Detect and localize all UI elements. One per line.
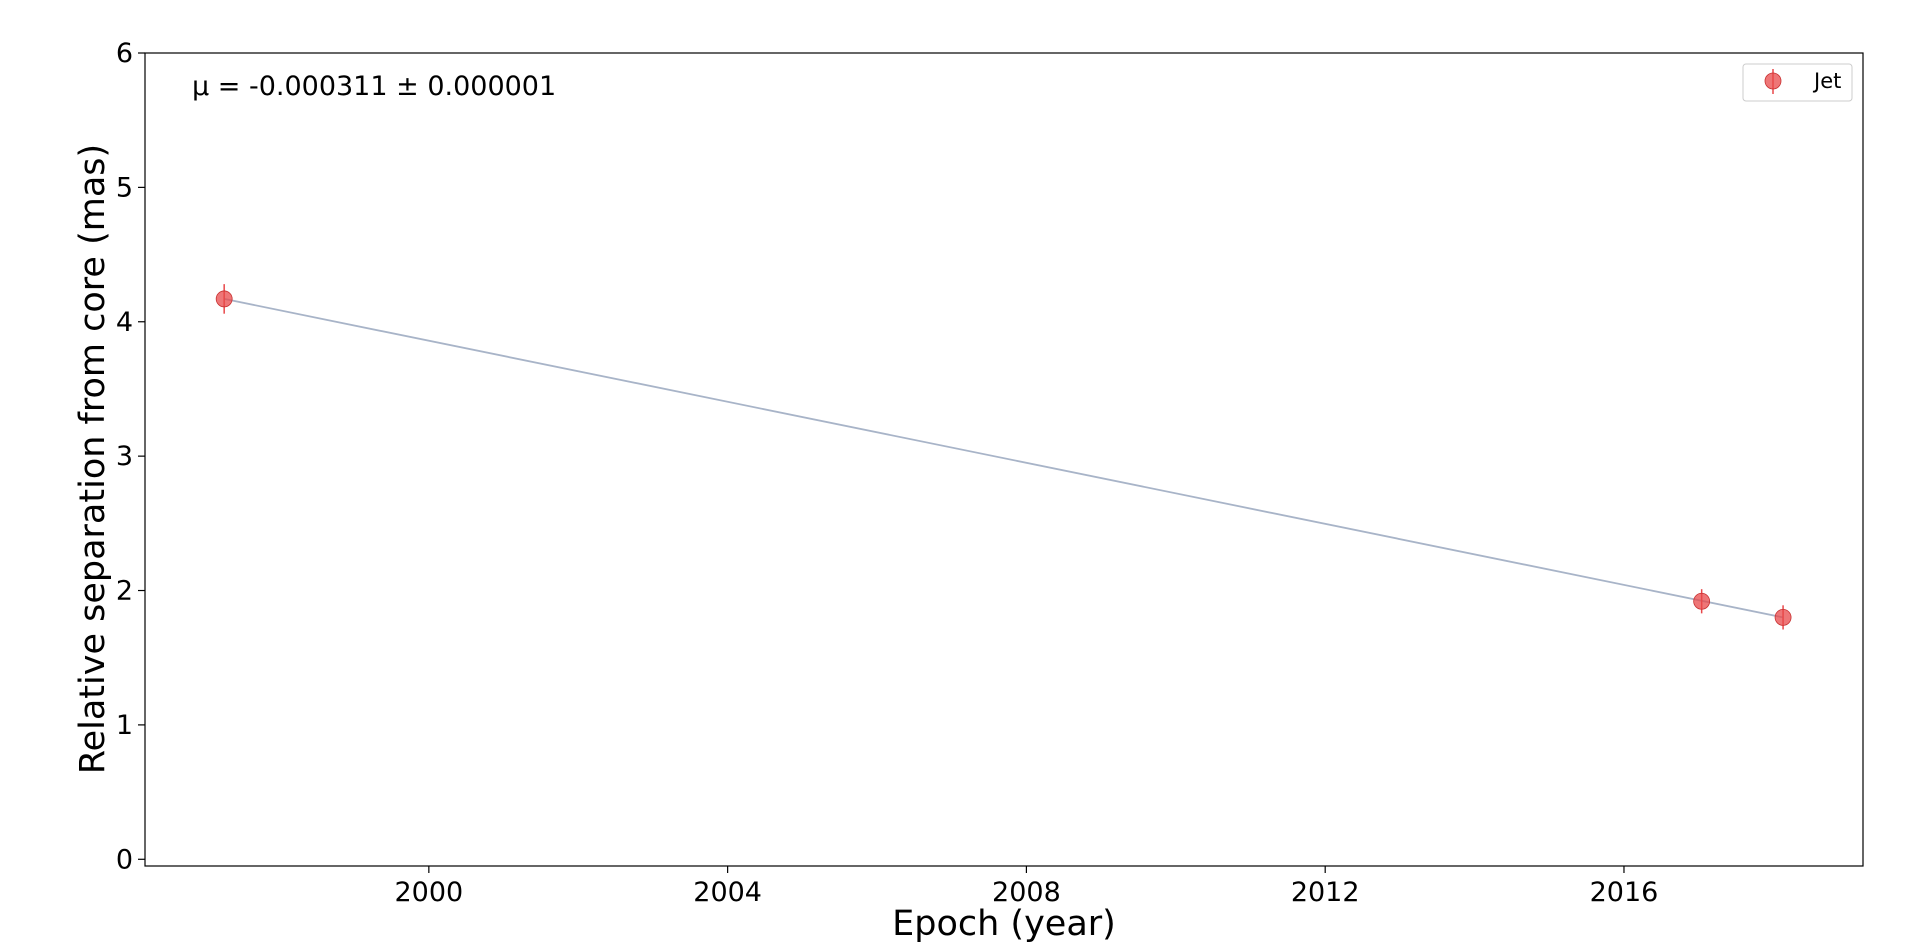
fit-line [223,298,1784,619]
x-axis-ticks: 2000 2004 2008 2012 2016 [394,866,1658,908]
x-tick-label: 2004 [693,877,762,908]
legend-marker [1764,72,1782,90]
y-tick-label: 2 [116,576,133,607]
y-tick-label: 0 [116,844,133,875]
x-tick-label: 2000 [394,877,463,908]
y-tick-label: 1 [116,710,133,741]
fit-line-layer [223,298,1784,619]
plot-background [145,53,1863,866]
y-axis-ticks: 0 1 2 3 4 5 6 [116,38,145,875]
plot-frame [144,52,1864,867]
y-axis-label: Relative separation from core (mas) [73,144,113,774]
x-tick-label: 2012 [1291,877,1360,908]
data-point [215,290,233,308]
fit-annotation: μ = -0.000311 ± 0.000001 [192,71,556,102]
y-tick-label: 4 [116,307,133,338]
x-tick-label: 2008 [992,877,1061,908]
y-tick-label: 6 [116,38,133,69]
data-point [1693,592,1711,610]
x-axis-label: Epoch (year) [892,904,1116,944]
legend: Jet [1742,63,1853,102]
legend-label-jet: Jet [1812,69,1841,93]
y-tick-label: 3 [116,441,133,472]
data-points-layer [215,284,1792,630]
data-point [1774,608,1792,626]
x-tick-label: 2016 [1590,877,1659,908]
y-tick-label: 5 [116,172,133,203]
